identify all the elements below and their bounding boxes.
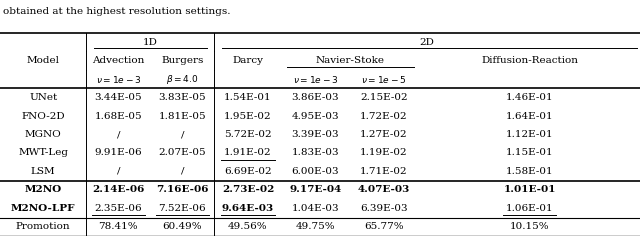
Text: 9.17E-04: 9.17E-04 xyxy=(289,185,341,194)
Text: 1.15E-01: 1.15E-01 xyxy=(506,148,554,157)
Text: 1.27E-02: 1.27E-02 xyxy=(360,130,408,139)
Text: 4.95E-03: 4.95E-03 xyxy=(291,112,339,121)
Text: 1.12E-01: 1.12E-01 xyxy=(506,130,554,139)
Text: Advection: Advection xyxy=(92,56,145,65)
Text: Diffusion-Reaction: Diffusion-Reaction xyxy=(481,56,578,65)
Text: Model: Model xyxy=(27,56,60,65)
Text: 1.91E-02: 1.91E-02 xyxy=(224,148,272,157)
Text: obtained at the highest resolution settings.: obtained at the highest resolution setti… xyxy=(3,7,230,16)
Text: 1.83E-03: 1.83E-03 xyxy=(291,148,339,157)
Text: LSM: LSM xyxy=(31,167,56,176)
Text: 9.91E-06: 9.91E-06 xyxy=(95,148,142,157)
Text: 10.15%: 10.15% xyxy=(510,222,549,231)
Text: Burgers: Burgers xyxy=(161,56,204,65)
Text: /: / xyxy=(180,130,184,139)
Text: 2.14E-06: 2.14E-06 xyxy=(92,185,145,194)
Text: 7.16E-06: 7.16E-06 xyxy=(156,185,209,194)
Text: 78.41%: 78.41% xyxy=(99,222,138,231)
Text: 1.58E-01: 1.58E-01 xyxy=(506,167,554,176)
Text: 1.71E-02: 1.71E-02 xyxy=(360,167,408,176)
Text: /: / xyxy=(180,167,184,176)
Text: $\nu = 1e-5$: $\nu = 1e-5$ xyxy=(362,74,406,85)
Text: /: / xyxy=(116,167,120,176)
Text: /: / xyxy=(116,130,120,139)
Text: 3.83E-05: 3.83E-05 xyxy=(159,93,206,102)
Text: 60.49%: 60.49% xyxy=(163,222,202,231)
Text: UNet: UNet xyxy=(29,93,58,102)
Text: 1.95E-02: 1.95E-02 xyxy=(224,112,272,121)
Text: Darcy: Darcy xyxy=(232,56,264,65)
Text: 65.77%: 65.77% xyxy=(364,222,404,231)
Text: $\nu = 1e-3$: $\nu = 1e-3$ xyxy=(96,74,141,85)
Text: 1.72E-02: 1.72E-02 xyxy=(360,112,408,121)
Text: 1.01E-01: 1.01E-01 xyxy=(503,185,556,194)
Text: 1.46E-01: 1.46E-01 xyxy=(506,93,554,102)
Text: 2.35E-06: 2.35E-06 xyxy=(95,204,142,213)
Text: 9.64E-03: 9.64E-03 xyxy=(222,204,274,213)
Text: 2.07E-05: 2.07E-05 xyxy=(159,148,206,157)
Text: 6.39E-03: 6.39E-03 xyxy=(360,204,408,213)
Text: Navier-Stoke: Navier-Stoke xyxy=(316,56,385,65)
Text: 49.75%: 49.75% xyxy=(296,222,335,231)
Text: 1.81E-05: 1.81E-05 xyxy=(159,112,206,121)
Text: M2NO: M2NO xyxy=(24,185,62,194)
Text: 7.52E-06: 7.52E-06 xyxy=(159,204,206,213)
Text: $\nu = 1e-3$: $\nu = 1e-3$ xyxy=(292,74,338,85)
Text: 1D: 1D xyxy=(143,38,158,47)
Text: 2.15E-02: 2.15E-02 xyxy=(360,93,408,102)
Text: 5.72E-02: 5.72E-02 xyxy=(224,130,272,139)
Text: 1.68E-05: 1.68E-05 xyxy=(95,112,142,121)
Text: 3.86E-03: 3.86E-03 xyxy=(291,93,339,102)
Text: 1.64E-01: 1.64E-01 xyxy=(506,112,554,121)
Text: 1.04E-03: 1.04E-03 xyxy=(291,204,339,213)
Text: 2D: 2D xyxy=(420,38,435,47)
Text: MGNO: MGNO xyxy=(25,130,61,139)
Text: 1.06E-01: 1.06E-01 xyxy=(506,204,554,213)
Text: 1.19E-02: 1.19E-02 xyxy=(360,148,408,157)
Text: 6.69E-02: 6.69E-02 xyxy=(224,167,272,176)
Text: 4.07E-03: 4.07E-03 xyxy=(358,185,410,194)
Text: 6.00E-03: 6.00E-03 xyxy=(291,167,339,176)
Text: 2.73E-02: 2.73E-02 xyxy=(222,185,274,194)
Text: M2NO-LPF: M2NO-LPF xyxy=(11,204,76,213)
Text: MWT-Leg: MWT-Leg xyxy=(18,148,68,157)
Text: 3.39E-03: 3.39E-03 xyxy=(291,130,339,139)
Text: 3.44E-05: 3.44E-05 xyxy=(95,93,142,102)
Text: FNO-2D: FNO-2D xyxy=(21,112,65,121)
Text: 49.56%: 49.56% xyxy=(228,222,268,231)
Text: 1.54E-01: 1.54E-01 xyxy=(224,93,272,102)
Text: Promotion: Promotion xyxy=(16,222,70,231)
Text: $\beta = 4.0$: $\beta = 4.0$ xyxy=(166,73,198,86)
